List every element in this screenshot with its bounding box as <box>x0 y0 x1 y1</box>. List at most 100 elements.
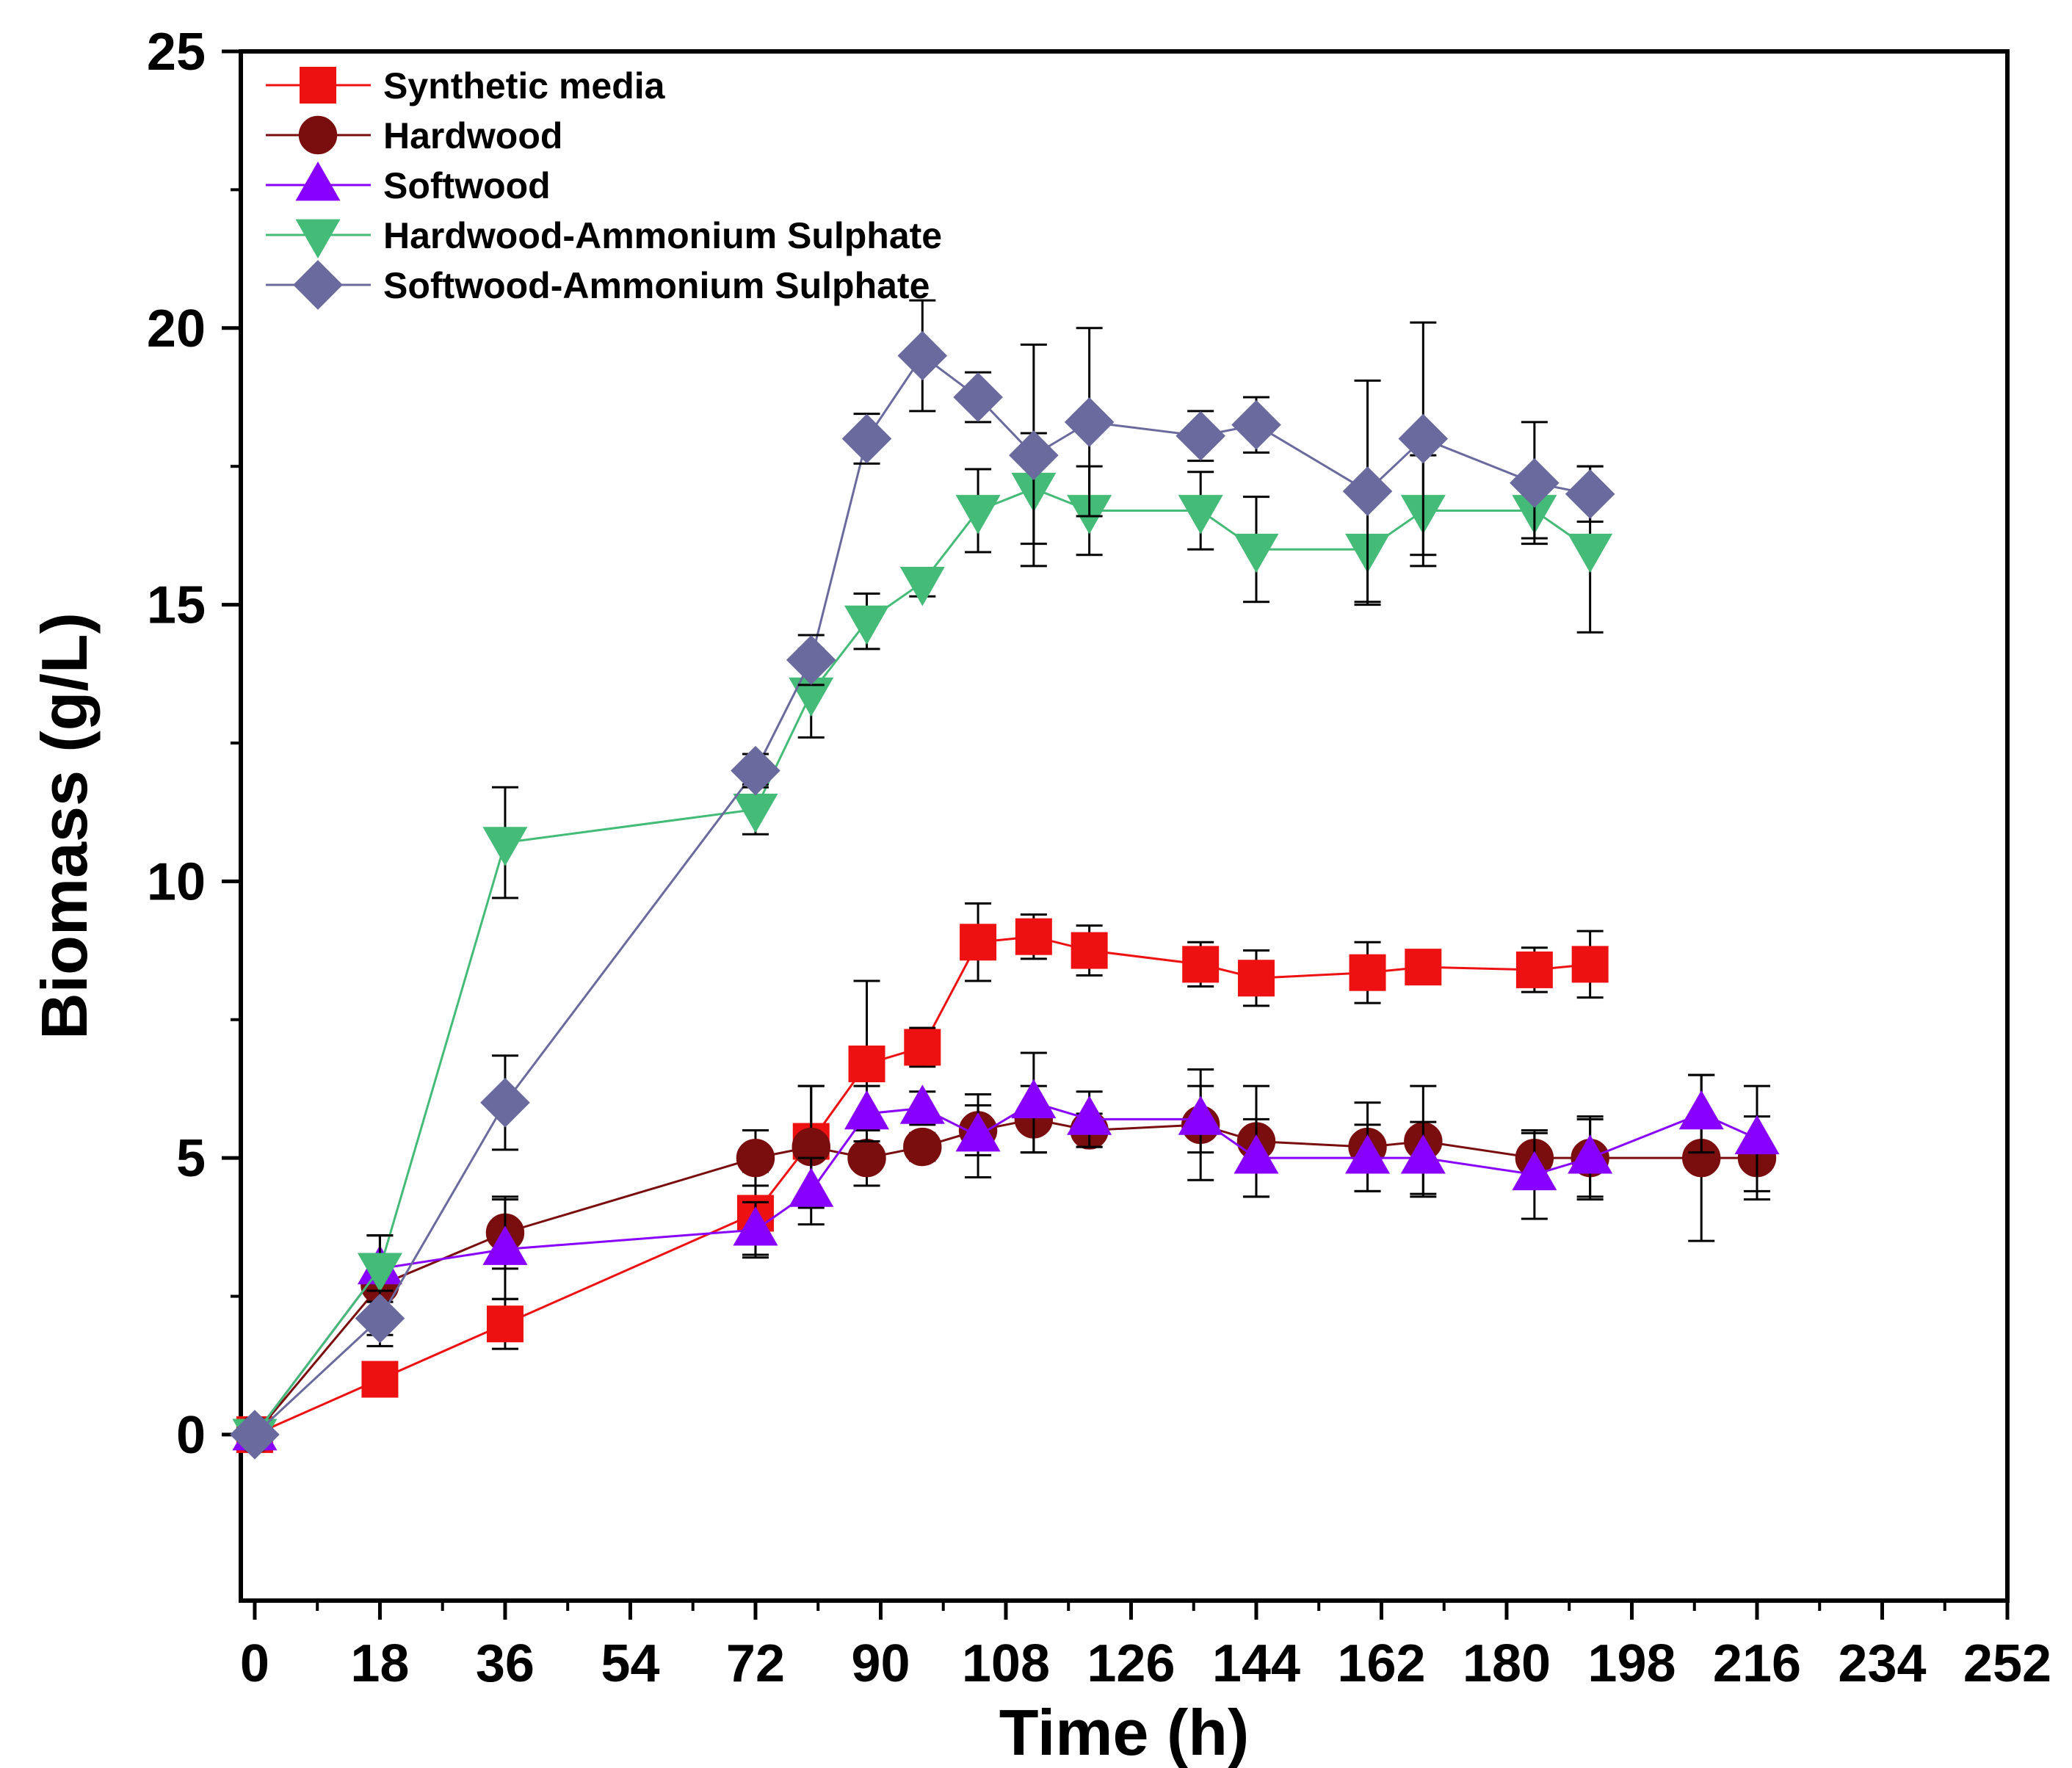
series-2 <box>232 1051 1780 1451</box>
data-point <box>480 1077 530 1128</box>
data-point <box>1405 949 1442 986</box>
data-point <box>361 1361 399 1398</box>
data-point <box>1178 495 1223 535</box>
x-tick-label: 252 <box>1963 1634 2051 1693</box>
data-point <box>1565 469 1615 519</box>
data-point <box>1015 918 1052 955</box>
x-tick-label: 108 <box>962 1634 1050 1693</box>
data-point <box>1345 1134 1391 1174</box>
data-point <box>899 1084 945 1124</box>
y-tick-label: 10 <box>147 852 206 911</box>
data-point <box>844 605 890 645</box>
legend-marker <box>295 161 341 201</box>
x-tick-label: 90 <box>851 1634 910 1693</box>
series-layer <box>230 299 1780 1460</box>
data-point <box>482 827 528 866</box>
y-tick-label: 0 <box>176 1406 206 1465</box>
series-1 <box>235 1068 1777 1454</box>
data-point <box>1067 1095 1112 1135</box>
data-point <box>1398 413 1449 464</box>
legend-label: Hardwood-Ammonium Sulphate <box>383 215 942 256</box>
x-tick-label: 36 <box>476 1634 535 1693</box>
data-point <box>733 793 778 833</box>
data-point <box>789 1167 834 1207</box>
x-tick-label: 216 <box>1713 1634 1801 1693</box>
data-point <box>786 635 836 685</box>
x-tick-label: 162 <box>1337 1634 1425 1693</box>
data-point <box>844 1090 890 1130</box>
x-tick-label: 180 <box>1463 1634 1551 1693</box>
data-point <box>848 1046 885 1083</box>
data-point <box>1571 946 1609 983</box>
y-tick-label: 20 <box>147 300 206 358</box>
y-axis-title: Biomass (g/L) <box>28 612 101 1040</box>
x-tick-label: 18 <box>350 1634 409 1693</box>
data-point <box>1515 951 1553 988</box>
legend-marker <box>300 67 336 104</box>
series-3 <box>232 432 1613 1458</box>
data-point <box>736 1138 775 1178</box>
data-point <box>482 1225 528 1265</box>
x-tick-label: 144 <box>1212 1634 1300 1693</box>
data-point <box>1342 466 1393 516</box>
data-point <box>1064 397 1115 447</box>
data-point <box>1237 960 1275 997</box>
data-point <box>955 495 1001 535</box>
data-point <box>955 1112 1001 1152</box>
data-point <box>733 1206 778 1246</box>
axis-ticks: 0 18 36 54 72 90 108 126 144 162 180 198 216 234 25205… <box>147 23 2051 1693</box>
data-point <box>960 924 997 961</box>
series-4 <box>230 299 1615 1460</box>
data-point <box>1176 410 1226 461</box>
data-point <box>1510 457 1560 508</box>
data-point <box>731 745 780 796</box>
x-tick-label: 198 <box>1587 1634 1676 1693</box>
data-point <box>847 1138 886 1178</box>
data-point <box>953 372 1003 422</box>
x-tick-label: 234 <box>1838 1634 1926 1693</box>
data-point <box>1182 946 1220 983</box>
x-tick-label: 0 <box>240 1634 269 1693</box>
legend-label: Softwood <box>383 165 551 206</box>
data-point <box>1011 1079 1057 1119</box>
legend-marker <box>293 260 343 310</box>
series-0 <box>236 902 1609 1453</box>
data-point <box>899 567 945 606</box>
series-line <box>254 935 1590 1436</box>
legend-label: Softwood-Ammonium Sulphate <box>383 265 930 306</box>
data-point <box>897 330 948 381</box>
y-tick-label: 25 <box>147 23 206 81</box>
data-point <box>1568 1134 1613 1174</box>
data-point <box>355 1293 405 1344</box>
data-point <box>1234 533 1279 573</box>
x-tick-label: 126 <box>1087 1634 1175 1693</box>
data-point <box>357 1253 402 1292</box>
legend-marker <box>295 219 341 259</box>
data-point <box>1400 1134 1446 1174</box>
data-point <box>1231 399 1281 450</box>
x-tick-label: 72 <box>726 1634 785 1693</box>
legend-marker <box>298 115 338 155</box>
data-point <box>230 1410 280 1460</box>
y-tick-label: 15 <box>147 576 206 635</box>
data-point <box>1234 1134 1279 1174</box>
legend: Synthetic media Hardwood Softwood Hardwood-… <box>266 65 942 310</box>
data-point <box>903 1127 942 1167</box>
data-point <box>1071 932 1108 969</box>
data-point <box>1568 533 1613 573</box>
data-point <box>841 413 892 464</box>
data-point <box>1512 1151 1557 1191</box>
legend-label: Synthetic media <box>383 65 666 106</box>
legend-label: Hardwood <box>383 115 562 156</box>
data-point <box>1349 954 1386 991</box>
plot-frame <box>239 49 2010 1603</box>
data-point <box>1678 1090 1724 1130</box>
data-point <box>486 1305 524 1343</box>
y-tick-label: 5 <box>176 1129 206 1188</box>
data-point <box>1178 1095 1223 1135</box>
series-line <box>253 487 1591 1435</box>
data-point <box>904 1029 941 1066</box>
data-point <box>1734 1115 1780 1155</box>
x-axis-title: Time (h) <box>999 1696 1250 1768</box>
